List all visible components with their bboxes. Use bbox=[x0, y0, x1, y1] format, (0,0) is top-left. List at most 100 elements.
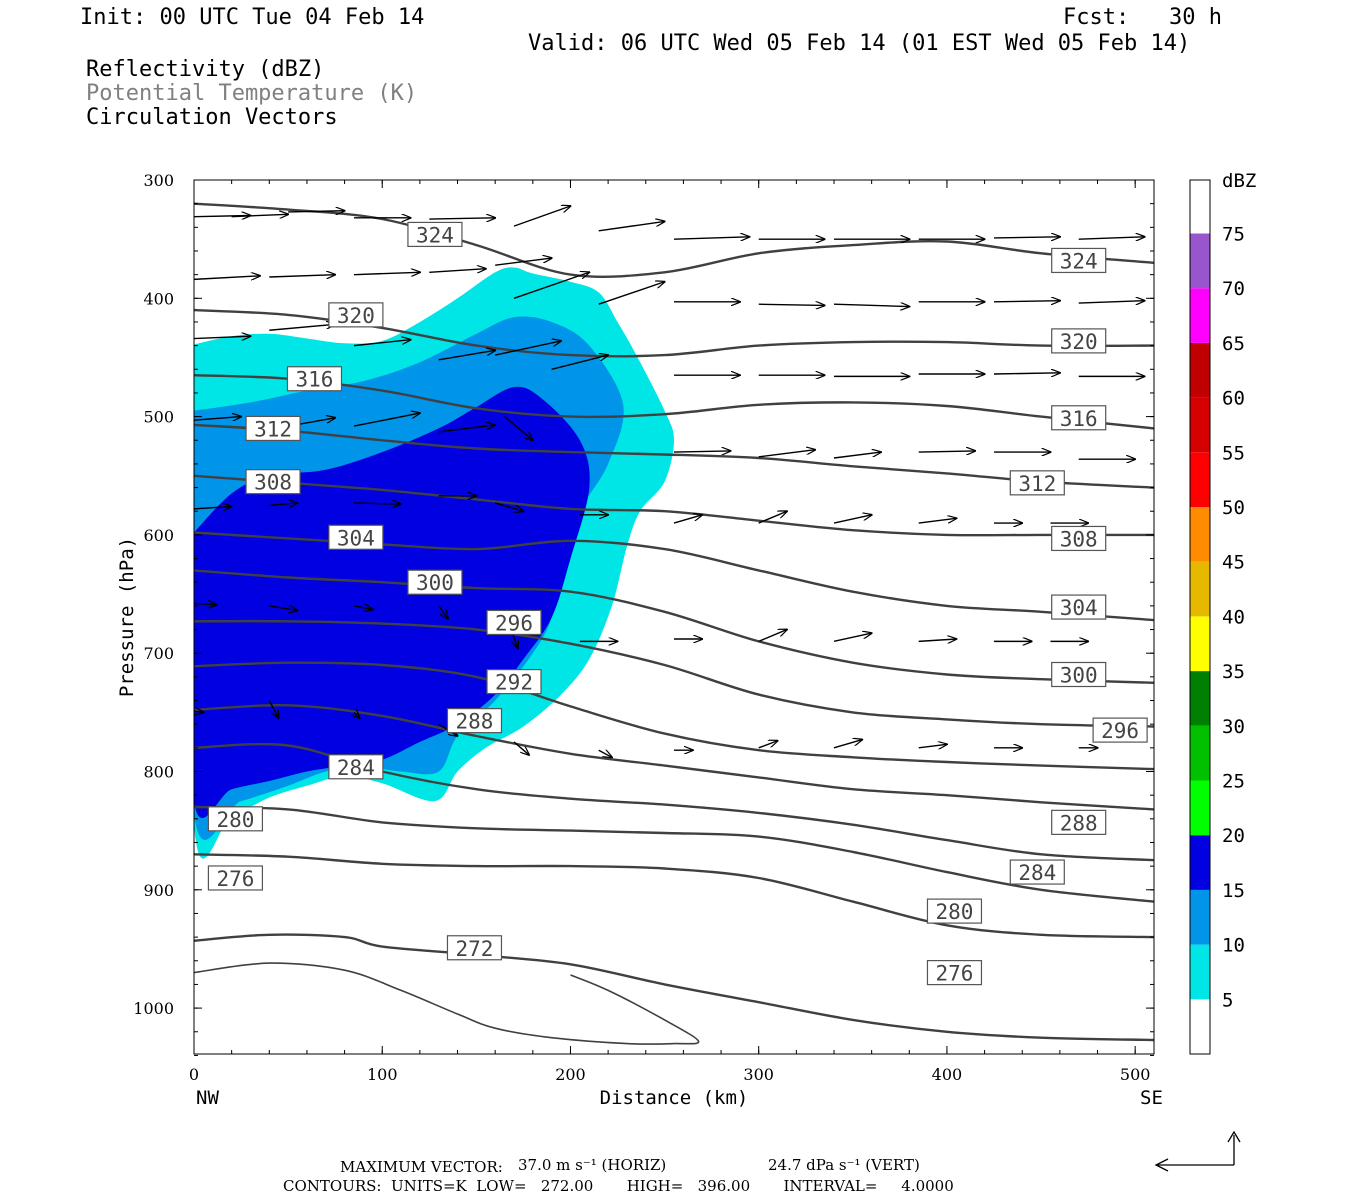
circulation-vector bbox=[354, 712, 360, 718]
colorbar-label: 50 bbox=[1222, 497, 1245, 519]
circulation-vector bbox=[288, 211, 344, 212]
circulation-vector bbox=[551, 355, 608, 370]
y-tick-label: 1000 bbox=[133, 999, 174, 1018]
colorbar-segment bbox=[1190, 507, 1210, 562]
circulation-vectors bbox=[194, 206, 1145, 757]
y-tick-label: 700 bbox=[143, 644, 174, 663]
colorbar-label: 45 bbox=[1222, 552, 1245, 574]
colorbar-segment bbox=[1190, 342, 1210, 398]
circulation-vector bbox=[194, 711, 203, 712]
theta-label-box bbox=[1051, 525, 1107, 552]
theta-label: 300 bbox=[416, 571, 454, 595]
theta-contour-296 bbox=[194, 619, 1154, 728]
circulation-vector bbox=[833, 740, 862, 749]
colorbar-segment bbox=[1190, 178, 1210, 234]
circulation-vector bbox=[231, 214, 288, 216]
circulation-vector bbox=[269, 324, 335, 331]
theta-label: 308 bbox=[254, 471, 292, 495]
circulation-vector bbox=[495, 341, 561, 356]
theta-label-box bbox=[1051, 405, 1107, 431]
circulation-vector bbox=[758, 304, 825, 305]
colorbar-segment bbox=[1190, 561, 1210, 617]
x-tick-label: 200 bbox=[555, 1065, 586, 1084]
theta-label-box bbox=[926, 898, 983, 924]
legend-circulation-vectors: Circulation Vectors bbox=[86, 105, 338, 130]
circulation-vector bbox=[833, 304, 909, 306]
theta-label: 308 bbox=[1060, 527, 1098, 551]
theta-label-box bbox=[1051, 661, 1107, 688]
theta-label: 316 bbox=[1060, 407, 1098, 431]
circulation-vector bbox=[833, 452, 881, 459]
theta-contour-308 bbox=[194, 474, 1154, 537]
reference-vector-icon bbox=[1154, 1130, 1241, 1172]
plot-frame bbox=[193, 179, 1155, 1055]
axes: 0 100 200 300 400 500 300 400 500 600 700 800 900 100… bbox=[133, 171, 1154, 1084]
theta-label: 304 bbox=[1060, 596, 1098, 620]
theta-label-box bbox=[207, 865, 264, 891]
circulation-vector bbox=[353, 272, 420, 274]
colorbar-segment bbox=[1190, 889, 1210, 945]
theta-label-box bbox=[407, 221, 463, 248]
colorbar: 5 10 15 20 25 30 35 40 45 50 55 60 65 70 75 bbox=[1189, 178, 1245, 1055]
theta-label: 312 bbox=[254, 417, 292, 441]
circulation-vector bbox=[758, 450, 815, 458]
colorbar-segment bbox=[1190, 288, 1210, 343]
y-tick-label: 600 bbox=[143, 526, 174, 545]
colorbar-label: 55 bbox=[1222, 442, 1245, 464]
circulation-vector bbox=[353, 503, 401, 504]
circulation-vector bbox=[598, 221, 665, 232]
colorbar-segment bbox=[1190, 725, 1210, 781]
theta-label: 280 bbox=[216, 808, 254, 832]
y-tick-label: 400 bbox=[143, 289, 174, 308]
reflectivity-region-15dbz bbox=[194, 386, 590, 819]
colorbar-segment bbox=[1190, 944, 1210, 1000]
theta-label: 276 bbox=[936, 962, 974, 986]
colorbar-segment bbox=[1190, 616, 1210, 672]
x-tick-label: 100 bbox=[367, 1065, 398, 1084]
circulation-vector bbox=[833, 633, 872, 643]
colorbar-label: 25 bbox=[1222, 771, 1245, 793]
circulation-vector bbox=[598, 750, 612, 757]
theta-label-box bbox=[1009, 859, 1065, 885]
circulation-vector bbox=[513, 741, 529, 755]
circulation-vector bbox=[194, 336, 250, 338]
max-vector-horizontal: 37.0 m s⁻¹ (HORIZ) bbox=[518, 1156, 667, 1174]
circulation-vector bbox=[438, 425, 495, 433]
circulation-vector bbox=[269, 606, 297, 611]
circulation-vector bbox=[513, 206, 570, 227]
colorbar-label: 30 bbox=[1222, 716, 1245, 738]
theta-label: 312 bbox=[1018, 472, 1056, 496]
theta-label-box bbox=[1092, 717, 1148, 743]
circulation-vector bbox=[353, 340, 410, 347]
circulation-vector bbox=[673, 515, 702, 524]
theta-label: 284 bbox=[1018, 861, 1056, 885]
circulation-vector bbox=[1078, 237, 1145, 239]
circulation-vector bbox=[194, 276, 260, 280]
theta-label-box bbox=[407, 569, 463, 595]
circulation-vector bbox=[438, 605, 448, 619]
theta-label-box bbox=[446, 935, 503, 961]
theta-label: 288 bbox=[456, 710, 494, 734]
theta-label-box bbox=[245, 469, 301, 495]
theta-label: 276 bbox=[216, 867, 254, 891]
circulation-vector bbox=[438, 350, 495, 361]
circulation-vector bbox=[513, 272, 589, 299]
theta-label-box bbox=[328, 524, 384, 550]
theta-label-box bbox=[1051, 594, 1107, 620]
legend-potential-temperature: Potential Temperature (K) bbox=[86, 81, 418, 106]
theta-label-box bbox=[328, 302, 384, 328]
theta-label: 296 bbox=[1101, 719, 1139, 743]
theta-label: 324 bbox=[416, 223, 454, 247]
theta-contour-272 bbox=[194, 933, 1154, 1042]
theta-label: 320 bbox=[1060, 330, 1098, 354]
colorbar-label: 20 bbox=[1222, 825, 1245, 847]
circulation-vector bbox=[758, 741, 778, 749]
circulation-vector bbox=[1078, 301, 1145, 303]
circulation-vector bbox=[918, 639, 957, 641]
theta-label: 316 bbox=[296, 368, 334, 392]
x-right-end-label: SE bbox=[1140, 1087, 1163, 1109]
circulation-vector bbox=[918, 518, 957, 524]
theta-label-box bbox=[286, 366, 343, 392]
y-axis-label: Pressure (hPa) bbox=[116, 537, 138, 697]
